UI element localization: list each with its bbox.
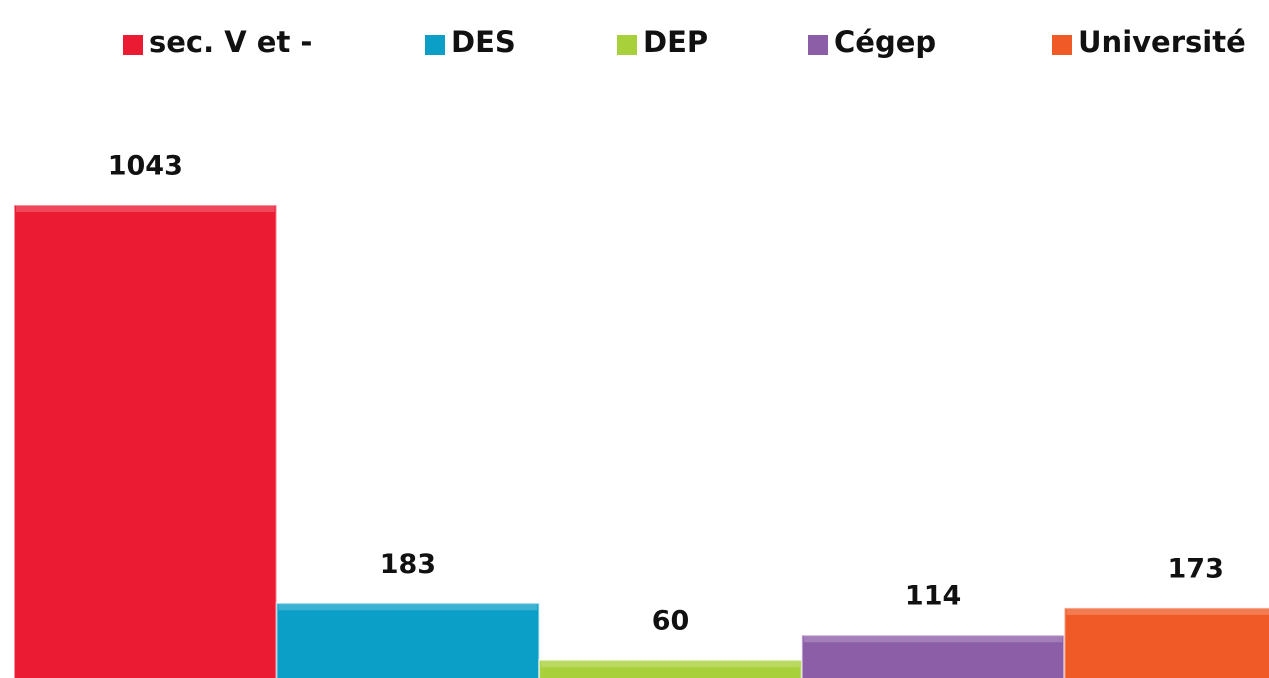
bar [1063,606,1269,678]
legend-text: Université [1078,25,1246,59]
legend-swatch [1052,35,1072,55]
legend-swatch [617,35,637,55]
value-label: 114 [905,581,961,612]
value-label: 183 [380,549,436,580]
legend-swatch [123,35,143,55]
bar-bevel [1066,608,1269,615]
legend-text: DES [451,25,516,59]
value-label: 60 [652,606,690,637]
legend-swatch [808,35,828,55]
bar-bevel [803,636,1063,643]
legend-text: sec. V et - [149,25,312,59]
bar-bevel [541,661,800,668]
legend-text: Cégep [834,25,936,59]
value-label: 173 [1168,553,1224,584]
legend-swatch [425,35,445,55]
value-label: 1043 [108,151,183,182]
bar-bevel [278,604,538,611]
bar [275,602,541,678]
legend-text: DEP [643,25,708,59]
bar [13,204,278,678]
bar-bevel [16,206,275,212]
